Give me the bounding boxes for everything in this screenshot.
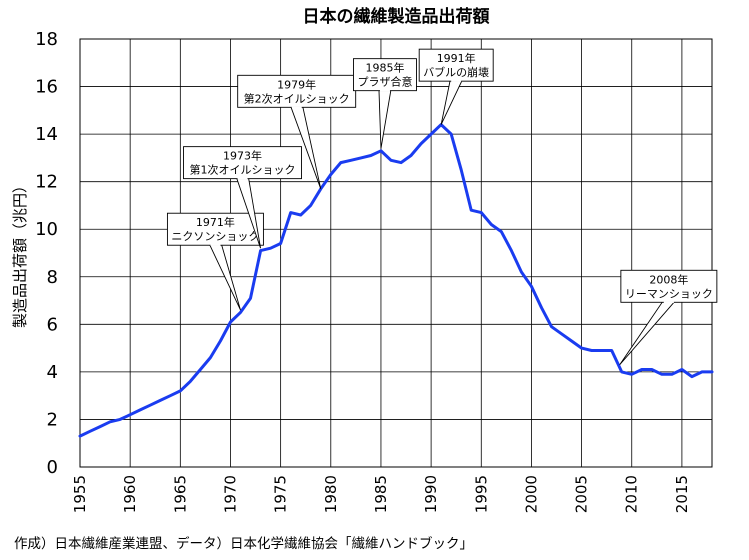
- x-axis-ticks: 1955 1960 1965 1970 1975 1980 1985 1990 1995 2000…: [71, 475, 691, 513]
- y-axis-label: 製造品出荷額（兆円）: [11, 178, 29, 328]
- annotation-box: [237, 74, 357, 108]
- annotation-year: 1973年: [223, 149, 262, 163]
- annotation-pointer: [619, 300, 676, 366]
- y-tick-label: 4: [47, 362, 58, 383]
- annotations: 1971年ニクソンショック1973年第1次オイルショック1979年第2次オイルシ…: [166, 48, 718, 366]
- x-tick-label: 2005: [573, 475, 591, 513]
- x-tick-label: 2000: [522, 475, 540, 513]
- annotation-label: ニクソンショック: [171, 230, 259, 243]
- annotation-year: 1985年: [365, 61, 404, 75]
- x-tick-label: 1955: [71, 475, 89, 513]
- data-line-group: [78, 123, 714, 438]
- y-axis-ticks: 0 2 4 6 8 10 12 14 16 18: [35, 29, 58, 478]
- y-tick-label: 10: [35, 219, 58, 240]
- annotation-year: 1971年: [196, 215, 235, 229]
- annotation-year: 1991年: [437, 51, 476, 65]
- y-tick-label: 0: [47, 457, 58, 478]
- plot-frame: [79, 38, 713, 468]
- x-tick-label: 1970: [221, 475, 239, 513]
- gridlines: [80, 39, 712, 467]
- x-tick-label: 2015: [673, 475, 691, 513]
- annotation-year: 1979年: [277, 77, 316, 91]
- annotation-label: 第2次オイルショック: [244, 91, 350, 105]
- y-tick-label: 12: [35, 172, 58, 193]
- annotation-box: [353, 58, 417, 92]
- annotation-label: リーマンショック: [625, 287, 713, 300]
- x-tick-label: 1985: [372, 475, 390, 513]
- data-line: [78, 123, 714, 438]
- source-note: 作成）日本繊維産業連盟、データ）日本化学繊維協会「繊維ハンドブック」: [14, 535, 473, 552]
- annotation-box: [620, 269, 718, 303]
- annotation-box: [166, 212, 264, 246]
- x-tick-label: 1975: [272, 475, 290, 513]
- x-tick-label: 1980: [322, 475, 340, 513]
- y-tick-label: 18: [35, 29, 58, 50]
- annotation-label: プラザ合意: [357, 75, 412, 89]
- annotation-box: [183, 146, 302, 180]
- x-tick-label: 1965: [171, 475, 189, 513]
- y-tick-label: 8: [47, 267, 58, 288]
- y-tick-label: 14: [35, 124, 58, 145]
- annotation-year: 2008年: [649, 272, 688, 286]
- chart-title: 日本の繊維製造品出荷額: [303, 6, 490, 27]
- x-tick-label: 1960: [121, 475, 139, 513]
- annotation-label: バブルの崩壊: [423, 65, 489, 79]
- y-tick-label: 16: [35, 77, 58, 98]
- x-tick-label: 1995: [472, 475, 490, 513]
- annotation-pointer: [378, 89, 392, 149]
- annotation-label: 第1次オイルショック: [190, 163, 296, 177]
- x-tick-label: 2010: [623, 475, 641, 513]
- annotation-box: [418, 48, 494, 82]
- x-tick-label: 1990: [422, 475, 440, 513]
- y-tick-label: 6: [47, 314, 58, 335]
- y-tick-label: 2: [47, 409, 58, 430]
